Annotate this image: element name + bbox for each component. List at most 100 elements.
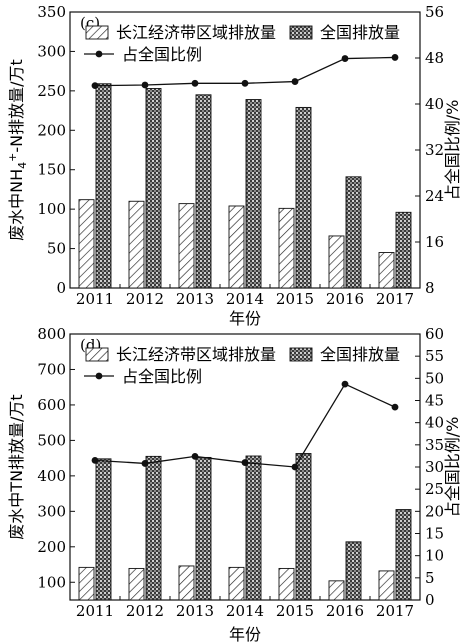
y2-tick-label: 40 <box>425 95 444 113</box>
chart-panel-d: 100 200 300 400 500 600 700 800 0 5 10 15 20 25 30 35 40… <box>7 325 462 644</box>
x-tick-label: 2014 <box>226 602 264 620</box>
bar-regional <box>278 207 295 289</box>
x-tick-label: 2015 <box>276 290 314 308</box>
y-tick-label: 200 <box>37 538 66 556</box>
y2-axis-label: 占全国比例/% <box>443 417 462 518</box>
y2-tick-label: 35 <box>425 436 444 454</box>
share-point <box>241 79 249 87</box>
y-tick-label: 200 <box>37 121 66 139</box>
y-tick-label: 300 <box>37 42 66 60</box>
x-tick-label: 2016 <box>326 602 364 620</box>
share-point <box>91 456 99 464</box>
bar-regional <box>78 199 95 289</box>
legend-label-regional: 长江经济带区域排放量 <box>116 23 276 42</box>
share-point <box>391 54 399 61</box>
y-tick-label: 50 <box>47 240 66 258</box>
x-tick-label: 2017 <box>376 602 414 620</box>
y2-tick-label: 0 <box>425 591 435 609</box>
bar-national <box>395 211 412 289</box>
y-tick-label: 100 <box>37 573 66 591</box>
bar-regional <box>228 566 245 601</box>
bar-national <box>145 88 162 289</box>
share-point <box>241 459 249 466</box>
bar-national <box>245 99 262 289</box>
y2-axis-label: 占全国比例/% <box>443 100 462 201</box>
share-point <box>141 460 149 467</box>
bar-national <box>195 94 212 289</box>
chart-panel-c: 0 50 100 150 200 250 300 350 8 16 24 32 40 48 56 2011 20… <box>6 3 462 328</box>
y2-tick-label: 56 <box>425 3 444 21</box>
y2-tick-label: 5 <box>425 569 435 587</box>
bar-national <box>295 106 312 289</box>
legend-label-regional: 长江经济带区域排放量 <box>116 345 276 364</box>
y-tick-label: 0 <box>56 279 66 297</box>
bar-national <box>95 83 112 289</box>
legend-label-national: 全国排放量 <box>320 23 400 42</box>
legend-swatch-regional <box>85 347 109 362</box>
legend-label-national: 全国排放量 <box>320 345 400 364</box>
y2-tick-label: 30 <box>425 458 444 476</box>
bar-regional <box>328 580 345 601</box>
y2-tick-label: 60 <box>425 325 444 343</box>
x-tick-label: 2013 <box>176 602 214 620</box>
y-axis-label: 废水中NH4+-N排放量/万t <box>6 59 29 241</box>
bar-regional <box>78 566 95 601</box>
bar-national <box>345 176 362 289</box>
y-tick-label: 150 <box>37 161 66 179</box>
y2-tick-label: 48 <box>425 49 444 67</box>
y-tick-label: 700 <box>37 360 66 378</box>
y-tick-label: 100 <box>37 200 66 218</box>
bar-regional <box>178 565 195 601</box>
bar-national <box>295 453 312 601</box>
share-point <box>341 380 349 388</box>
x-tick-label: 2011 <box>76 602 114 620</box>
bar-regional <box>128 567 145 601</box>
y-tick-label: 600 <box>37 396 66 414</box>
y2-tick-label: 15 <box>425 525 444 543</box>
y2-tick-label: 55 <box>425 347 444 365</box>
x-tick-label: 2012 <box>126 290 164 308</box>
legend-label-share: 占全国比例 <box>122 367 202 386</box>
share-point <box>391 403 399 411</box>
bar-regional <box>378 570 395 601</box>
bar-national <box>145 455 162 601</box>
y2-tick-label: 16 <box>425 233 444 251</box>
share-point <box>191 79 199 87</box>
y2-tick-label: 32 <box>425 141 444 159</box>
x-tick-label: 2016 <box>326 290 364 308</box>
bar-regional <box>128 200 145 289</box>
bar-national <box>245 455 262 601</box>
share-point <box>291 78 299 85</box>
y2-tick-label: 45 <box>425 392 444 410</box>
bar-national <box>195 456 212 601</box>
share-point <box>341 55 349 62</box>
x-tick-label: 2017 <box>376 290 414 308</box>
share-point <box>91 82 99 89</box>
bar-regional <box>378 252 395 289</box>
y-tick-label: 300 <box>37 502 66 520</box>
y-tick-label: 250 <box>37 82 66 100</box>
x-tick-label: 2015 <box>276 602 314 620</box>
y2-tick-label: 25 <box>425 480 444 498</box>
x-tick-label: 2013 <box>176 290 214 308</box>
y-tick-label: 400 <box>37 467 66 485</box>
bar-regional <box>228 205 245 289</box>
y2-tick-label: 24 <box>425 187 444 205</box>
y2-tick-label: 8 <box>425 279 435 297</box>
bar-regional <box>328 235 345 289</box>
legend-marker-share <box>95 50 103 58</box>
y-axis-label: 废水中TN排放量/万t <box>7 394 26 539</box>
share-point <box>291 463 299 471</box>
y-tick-label: 350 <box>37 3 66 21</box>
legend-swatch-national <box>289 25 313 40</box>
x-tick-label: 2012 <box>126 602 164 620</box>
x-axis-label: 年份 <box>229 625 261 644</box>
y2-tick-label: 20 <box>425 502 444 520</box>
y2-tick-label: 50 <box>425 369 444 387</box>
bar-regional <box>178 203 195 289</box>
y2-tick-label: 10 <box>425 547 444 565</box>
y2-tick-label: 40 <box>425 414 444 432</box>
bar-national <box>95 458 112 601</box>
share-point <box>191 452 199 460</box>
legend-label-share: 占全国比例 <box>122 45 202 64</box>
